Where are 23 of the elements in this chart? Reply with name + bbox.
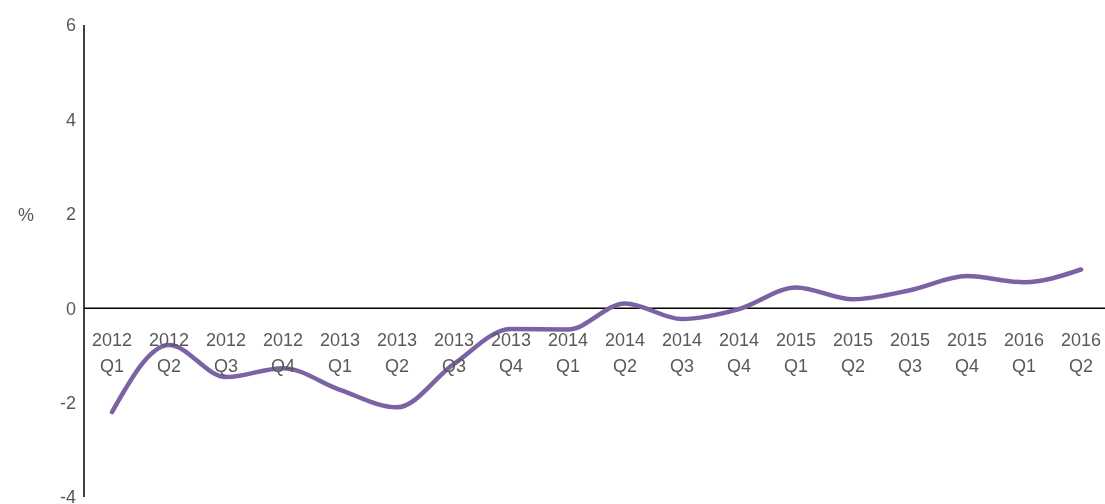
y-tick-label: 4 — [65, 109, 76, 130]
y-tick-label: 6 — [65, 15, 76, 36]
y-tick-label: 0 — [65, 298, 76, 319]
x-tick-label: 2014 Q3 — [661, 330, 703, 377]
y-tick-label: -4 — [59, 487, 76, 504]
x-tick-label: 2012 Q3 — [205, 330, 247, 377]
y-tick-label: 2 — [65, 204, 76, 225]
x-tick-label: 2015 Q2 — [832, 330, 874, 377]
x-tick-label: 2013 Q1 — [319, 330, 361, 377]
x-tick-label: 2015 Q4 — [946, 330, 988, 377]
x-tick-label: 2016 Q2 — [1060, 330, 1102, 377]
x-tick-label: 2014 Q1 — [547, 330, 589, 377]
x-tick-label: 2013 Q4 — [490, 330, 532, 377]
x-tick-label: 2015 Q1 — [775, 330, 817, 377]
x-tick-label: 2014 Q4 — [718, 330, 760, 377]
y-axis-title: % — [18, 205, 35, 226]
x-tick-label: 2012 Q1 — [91, 330, 133, 377]
x-tick-label: 2014 Q2 — [604, 330, 646, 377]
x-tick-label: 2012 Q2 — [148, 330, 190, 377]
x-tick-label: 2016 Q1 — [1003, 330, 1045, 377]
y-tick-label: -2 — [59, 392, 76, 413]
x-tick-label: 2015 Q3 — [889, 330, 931, 377]
x-tick-label: 2013 Q2 — [376, 330, 418, 377]
